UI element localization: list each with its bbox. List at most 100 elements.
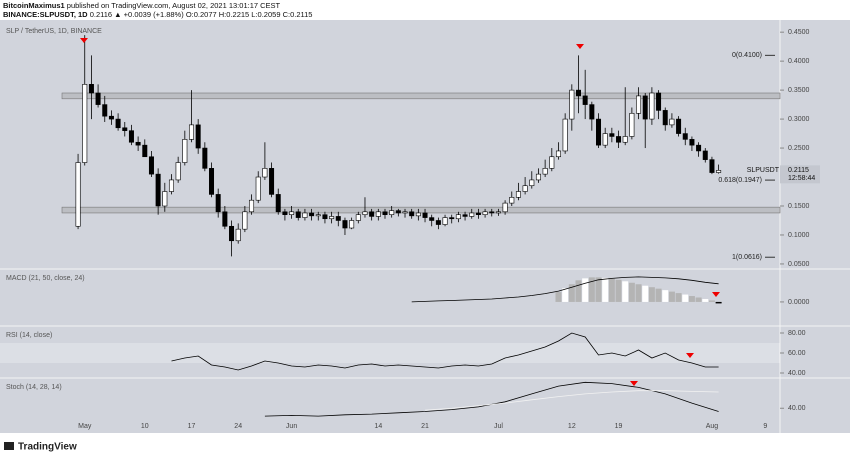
candle-body	[162, 191, 168, 207]
candle-body	[649, 92, 655, 120]
candle-body	[222, 211, 228, 227]
candle-body	[609, 133, 615, 137]
candle-body	[255, 176, 261, 201]
symbol: BINANCE:SLPUSDT, 1D	[3, 10, 88, 19]
candle-body	[549, 156, 555, 169]
histogram-bar	[608, 278, 615, 302]
change: ▲ +0.0039 (+1.88%)	[114, 10, 184, 19]
candle-body	[469, 212, 475, 217]
candle-body	[682, 133, 688, 140]
candle-body	[309, 212, 315, 217]
candle-body	[409, 211, 415, 217]
candle-body	[282, 211, 288, 215]
chart-background	[0, 20, 850, 433]
fib-label: 0.618(0.1947)	[718, 177, 762, 184]
candle-body	[602, 133, 608, 146]
candle-body	[495, 211, 501, 214]
candle-body	[622, 136, 628, 143]
candle-body	[342, 220, 348, 229]
rsi-band	[0, 343, 780, 363]
candle-body	[509, 197, 515, 204]
candle-body	[676, 118, 682, 134]
header: BitcoinMaximus1 published on TradingView…	[3, 1, 312, 19]
candle-body	[709, 159, 715, 173]
candle-body	[702, 150, 708, 160]
candle-body	[716, 170, 722, 173]
plot: 0.45000.40000.35000.30000.25000.20000.15…	[0, 28, 850, 430]
histogram-bar	[708, 300, 715, 302]
candle-body	[482, 211, 488, 215]
y-tick-label: 0.4000	[788, 58, 810, 65]
panel-title: MACD (21, 50, close, 24)	[6, 275, 85, 282]
x-tick-label: 24	[234, 423, 242, 430]
candle-body	[335, 216, 341, 221]
candle-body	[669, 118, 675, 126]
candle-body	[696, 144, 702, 152]
signal-arrow	[576, 44, 584, 49]
price-tag	[780, 165, 820, 184]
x-tick-label: 19	[615, 423, 623, 430]
candle-body	[115, 118, 121, 129]
stoch-line	[424, 390, 719, 411]
y-tick-label: 0.1500	[788, 203, 810, 210]
candle-body	[689, 139, 695, 146]
histogram-bar	[588, 277, 595, 302]
candle-body	[108, 115, 114, 120]
histogram-bar	[688, 296, 695, 302]
histogram-bar	[675, 293, 682, 302]
histogram-bar	[628, 282, 635, 302]
x-tick-label: Aug	[706, 423, 719, 430]
histogram-bar	[595, 277, 602, 302]
candle-body	[575, 89, 581, 97]
histogram-bar	[602, 277, 609, 302]
candle-body	[122, 127, 128, 131]
candle-body	[522, 185, 528, 192]
candle-body	[362, 211, 368, 215]
candle-body	[569, 89, 575, 120]
candle-body	[249, 199, 255, 213]
candle-body	[589, 104, 595, 120]
candle-body	[128, 130, 134, 143]
candle-body	[515, 191, 521, 198]
x-tick-label: May	[78, 423, 92, 430]
histogram-bar	[562, 288, 569, 302]
legend: SLP / TetherUS, 1D, BINANCE	[6, 28, 102, 35]
histogram-bar	[582, 278, 589, 302]
logo-text: TradingView	[18, 442, 77, 453]
signal-arrow	[712, 292, 720, 297]
last: 0.2116	[89, 10, 113, 19]
candle-body	[168, 179, 174, 192]
histogram-bar	[655, 288, 662, 302]
candle-body	[616, 136, 622, 143]
histogram-bar	[615, 279, 622, 302]
candle-body	[269, 168, 275, 195]
candle-body	[656, 92, 662, 111]
signal-arrow	[80, 38, 88, 43]
candle-body	[462, 214, 468, 217]
candle-body	[429, 217, 435, 221]
logo: TradingView	[4, 442, 77, 453]
candle-body	[422, 212, 428, 218]
candle-body	[95, 92, 101, 105]
candle-body	[202, 147, 208, 169]
candle-body	[155, 173, 161, 207]
histogram-bar	[662, 290, 669, 302]
candle-body	[402, 211, 408, 214]
countdown: 12:58:44	[788, 175, 815, 182]
y-tick-label: 0.1000	[788, 232, 810, 239]
histogram-bar	[668, 291, 675, 302]
fib-label: 1(0.0616)	[732, 254, 762, 261]
candle-body	[442, 217, 448, 225]
candle-body	[242, 211, 248, 230]
histogram-bar	[648, 287, 655, 302]
x-tick-label: 12	[568, 423, 576, 430]
x-tick-label: Jul	[494, 423, 503, 430]
candle-body	[235, 228, 241, 242]
candle-body	[102, 104, 108, 117]
candle-body	[435, 220, 441, 225]
candle-body	[302, 212, 308, 218]
candle-body	[529, 179, 535, 187]
ohlc: O:0.2077 H:0.2215 L:0.2059 C:0.2115	[185, 10, 313, 19]
candle-body	[135, 141, 141, 146]
signal-arrow	[630, 381, 638, 386]
